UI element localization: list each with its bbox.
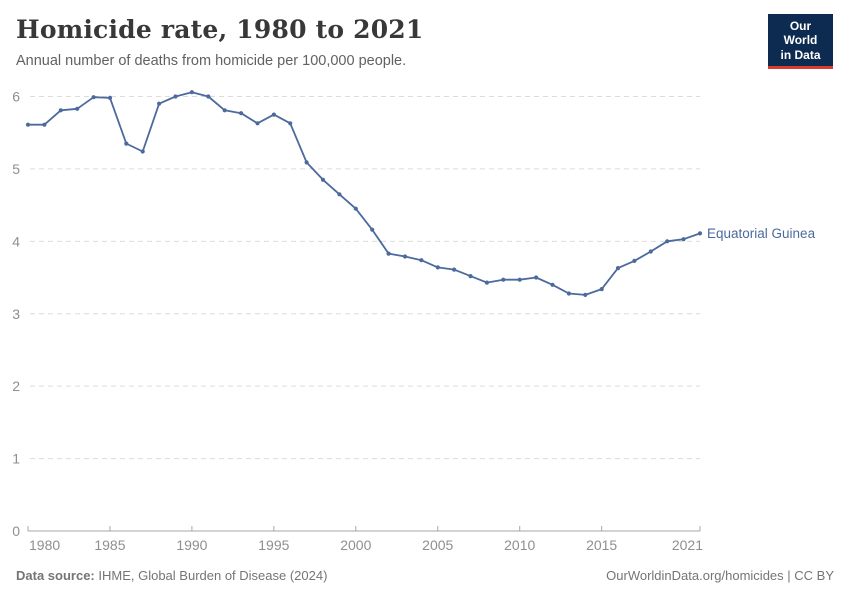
logo-text-line1: Our World <box>783 19 818 48</box>
y-tick-label: 6 <box>12 89 20 105</box>
data-point <box>124 141 129 146</box>
data-point <box>173 94 178 99</box>
data-point <box>25 122 31 127</box>
data-point <box>107 95 113 100</box>
x-tick-label: 1980 <box>29 537 60 553</box>
data-point <box>140 149 145 154</box>
data-point <box>566 291 572 296</box>
data-source-label: Data source: <box>16 568 95 583</box>
data-point <box>402 254 408 259</box>
y-tick-label: 3 <box>12 306 20 322</box>
data-point <box>239 111 244 116</box>
data-point <box>353 206 358 211</box>
data-point <box>189 90 194 95</box>
data-point <box>501 277 506 282</box>
data-point <box>42 122 47 127</box>
data-point <box>665 239 670 244</box>
data-point <box>697 231 703 236</box>
data-point <box>550 282 555 287</box>
data-point <box>320 177 326 182</box>
data-point <box>206 94 211 99</box>
data-point <box>91 95 96 100</box>
data-point <box>435 265 440 270</box>
x-tick-label: 2010 <box>504 537 535 553</box>
owid-logo[interactable]: Our World in Data <box>768 14 833 70</box>
data-point <box>271 112 276 117</box>
data-point <box>681 237 686 242</box>
chart-subtitle: Annual number of deaths from homicide pe… <box>16 53 407 69</box>
data-point <box>534 275 539 280</box>
logo-red-bar <box>768 66 833 70</box>
data-point <box>75 106 80 111</box>
data-point <box>304 160 309 165</box>
x-tick-label: 1990 <box>176 537 207 553</box>
data-point <box>419 258 424 263</box>
data-source: Data source: IHME, Global Burden of Dise… <box>16 568 327 583</box>
chart-footer: Data source: IHME, Global Burden of Dise… <box>16 568 834 583</box>
x-tick-label: 2021 <box>672 537 703 553</box>
data-point <box>583 292 588 297</box>
y-tick-label: 4 <box>12 233 20 249</box>
data-point <box>288 121 293 126</box>
x-tick-label: 2005 <box>422 537 453 553</box>
x-tick-label: 1995 <box>258 537 289 553</box>
data-point <box>386 251 391 256</box>
data-point <box>157 101 162 106</box>
y-tick-label: 1 <box>12 451 20 467</box>
x-tick-label: 2000 <box>340 537 371 553</box>
data-point <box>632 258 637 263</box>
data-point <box>222 108 227 113</box>
data-point <box>370 227 375 232</box>
credit-link[interactable]: OurWorldinData.org/homicides | CC BY <box>606 568 834 583</box>
data-source-value: IHME, Global Burden of Disease (2024) <box>98 568 328 583</box>
page-title: Homicide rate, 1980 to 2021 <box>16 15 424 44</box>
data-point <box>599 287 604 292</box>
x-tick-label: 2015 <box>586 537 617 553</box>
data-point <box>468 274 473 279</box>
y-tick-label: 0 <box>12 523 20 539</box>
data-point <box>615 266 621 271</box>
series-line-equatorial-guinea[interactable] <box>27 91 701 296</box>
data-point <box>255 121 260 126</box>
entity-label[interactable]: Equatorial Guinea <box>707 226 816 241</box>
x-tick-label: 1985 <box>94 537 125 553</box>
data-point <box>648 249 653 254</box>
y-tick-label: 5 <box>12 161 20 177</box>
data-point <box>452 267 457 272</box>
logo-text-line2: in Data <box>780 47 821 62</box>
data-point <box>484 280 489 285</box>
data-point <box>58 108 63 113</box>
y-tick-label: 2 <box>12 378 20 394</box>
data-point <box>337 192 342 197</box>
data-point <box>517 277 522 282</box>
